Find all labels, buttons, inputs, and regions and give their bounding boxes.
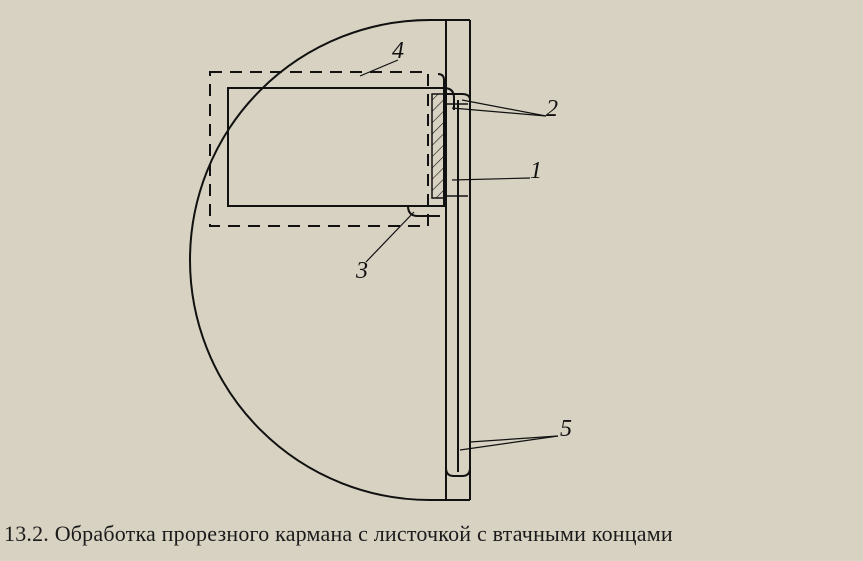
pocket-diagram: 1 2 3 4 5 13.2. Обработка прорезного кар… xyxy=(0,0,863,561)
caption-number: 13.2. xyxy=(4,521,55,546)
facing-top-fold xyxy=(438,74,444,88)
facing-dashed-rect xyxy=(210,72,428,226)
diagram-svg xyxy=(0,0,863,561)
figure-caption: 13.2. Обработка прорезного кармана с лис… xyxy=(4,521,673,547)
label-1: 1 xyxy=(530,158,542,185)
label-3: 3 xyxy=(356,258,368,285)
label-4: 4 xyxy=(392,38,404,65)
leader-1 xyxy=(452,178,530,180)
caption-text: Обработка прорезного кармана с листочкой… xyxy=(55,521,673,546)
welt-rectangle xyxy=(228,88,444,206)
leader-2b xyxy=(452,108,546,116)
garment-outline xyxy=(190,20,470,500)
bag-top-fold xyxy=(446,94,470,100)
welt-lower-fold xyxy=(408,206,440,216)
leader-5b xyxy=(460,436,558,450)
label-5: 5 xyxy=(560,416,572,443)
leader-5a xyxy=(470,436,558,442)
label-2: 2 xyxy=(546,96,558,123)
seam-allowance-hatch xyxy=(432,94,444,198)
leader-2a xyxy=(462,100,546,116)
leader-3 xyxy=(366,212,414,262)
